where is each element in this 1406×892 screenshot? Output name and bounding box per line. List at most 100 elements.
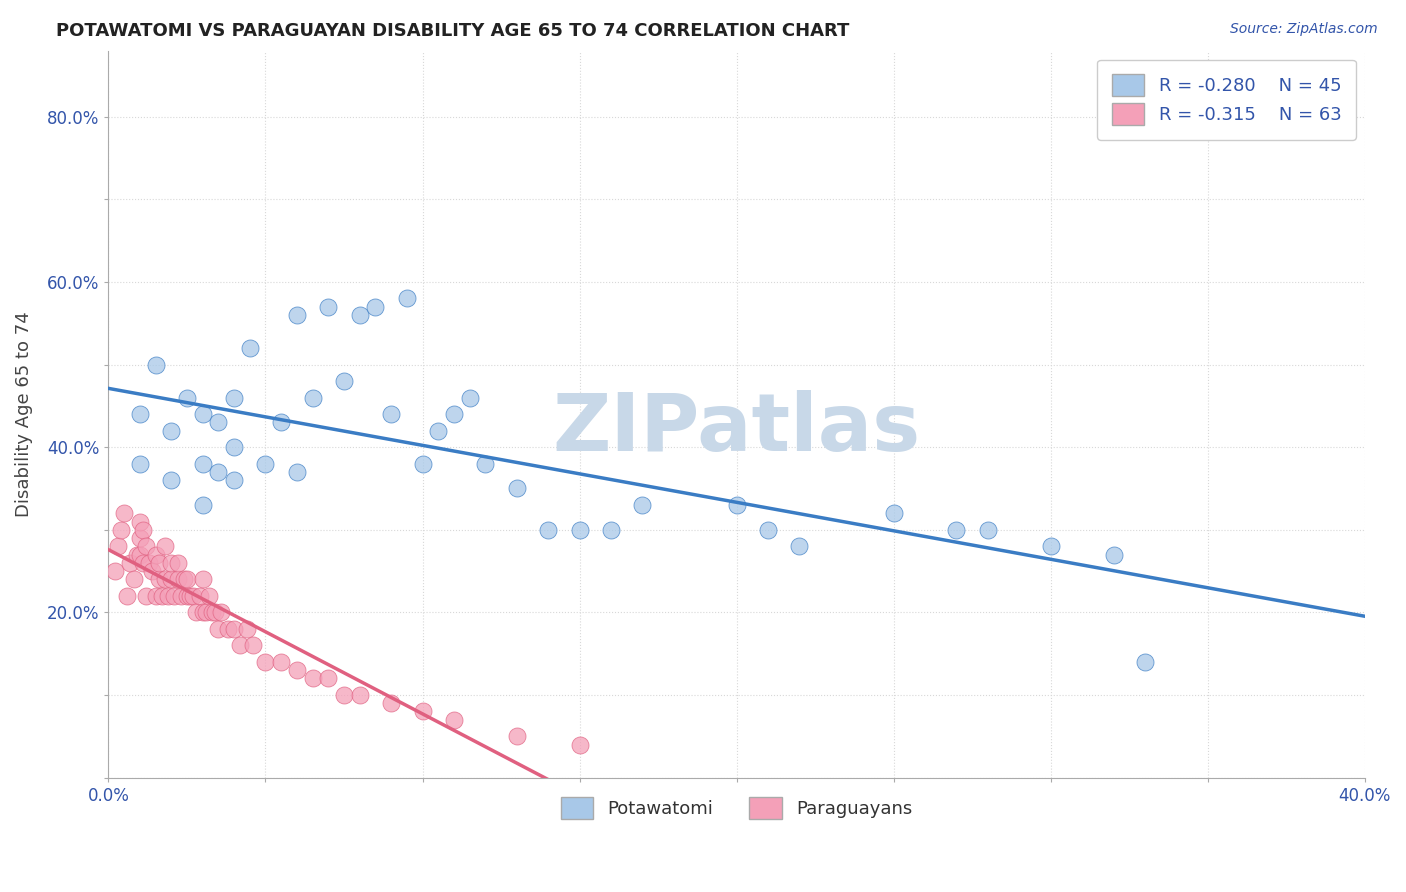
Text: Source: ZipAtlas.com: Source: ZipAtlas.com [1230, 22, 1378, 37]
Point [181, 589, 204, 603]
Point [194, 606, 217, 620]
Point [145, 358, 167, 372]
Point [239, 341, 262, 355]
Point [110, 523, 132, 537]
Point [201, 606, 224, 620]
Point [631, 498, 654, 512]
Point [380, 407, 402, 421]
Point [458, 391, 481, 405]
Point [254, 457, 277, 471]
Point [427, 424, 450, 438]
Point [204, 606, 226, 620]
Point [316, 672, 339, 686]
Point [191, 457, 214, 471]
Point [176, 589, 198, 603]
Point [285, 308, 308, 322]
Point [128, 548, 150, 562]
Text: POTAWATOMI VS PARAGUAYAN DISABILITY AGE 65 TO 74 CORRELATION CHART: POTAWATOMI VS PARAGUAYAN DISABILITY AGE … [56, 22, 849, 40]
Point [104, 564, 127, 578]
Point [148, 556, 170, 570]
Point [160, 473, 183, 487]
Point [443, 713, 465, 727]
Point [191, 498, 214, 512]
Point [207, 465, 229, 479]
Point [132, 556, 155, 570]
Point [333, 688, 356, 702]
Point [945, 523, 967, 537]
Point [285, 465, 308, 479]
Point [128, 531, 150, 545]
Point [412, 705, 434, 719]
Point [107, 539, 129, 553]
Point [160, 424, 183, 438]
Point [157, 589, 180, 603]
Point [229, 639, 252, 653]
Point [600, 523, 623, 537]
Point [160, 572, 183, 586]
Point [176, 391, 198, 405]
Text: ZIPatlas: ZIPatlas [553, 390, 921, 467]
Point [211, 606, 233, 620]
Point [191, 407, 214, 421]
Point [333, 374, 356, 388]
Point [506, 482, 529, 496]
Point [725, 498, 748, 512]
Point [217, 622, 239, 636]
Point [160, 556, 183, 570]
Point [191, 606, 214, 620]
Point [138, 556, 160, 570]
Point [222, 440, 245, 454]
Point [186, 606, 208, 620]
Point [150, 589, 173, 603]
Point [173, 572, 195, 586]
Point [188, 589, 211, 603]
Point [148, 572, 170, 586]
Point [207, 416, 229, 430]
Point [166, 556, 188, 570]
Point [169, 589, 191, 603]
Point [222, 622, 245, 636]
Point [120, 556, 142, 570]
Point [145, 548, 167, 562]
Point [222, 391, 245, 405]
Point [789, 539, 811, 553]
Point [349, 308, 371, 322]
Point [756, 523, 779, 537]
Point [222, 473, 245, 487]
Point [191, 572, 214, 586]
Point [977, 523, 1000, 537]
Point [412, 457, 434, 471]
Point [1039, 539, 1062, 553]
Point [506, 729, 529, 743]
Point [270, 655, 292, 669]
Point [883, 506, 905, 520]
Point [474, 457, 496, 471]
Point [395, 292, 418, 306]
Point [135, 539, 157, 553]
Point [235, 622, 257, 636]
Point [568, 738, 591, 752]
Point [380, 696, 402, 710]
Point [122, 572, 145, 586]
Point [443, 407, 465, 421]
Point [568, 523, 591, 537]
Point [349, 688, 371, 702]
Point [135, 589, 157, 603]
Point [128, 515, 150, 529]
Point [132, 523, 155, 537]
Point [270, 416, 292, 430]
Point [301, 672, 323, 686]
Point [301, 391, 323, 405]
Point [316, 300, 339, 314]
Point [125, 548, 148, 562]
Point [153, 539, 176, 553]
Point [179, 589, 201, 603]
Point [207, 622, 229, 636]
Point [166, 572, 188, 586]
Point [254, 655, 277, 669]
Point [128, 407, 150, 421]
Point [198, 589, 221, 603]
Point [153, 572, 176, 586]
Point [112, 506, 135, 520]
Point [1133, 655, 1156, 669]
